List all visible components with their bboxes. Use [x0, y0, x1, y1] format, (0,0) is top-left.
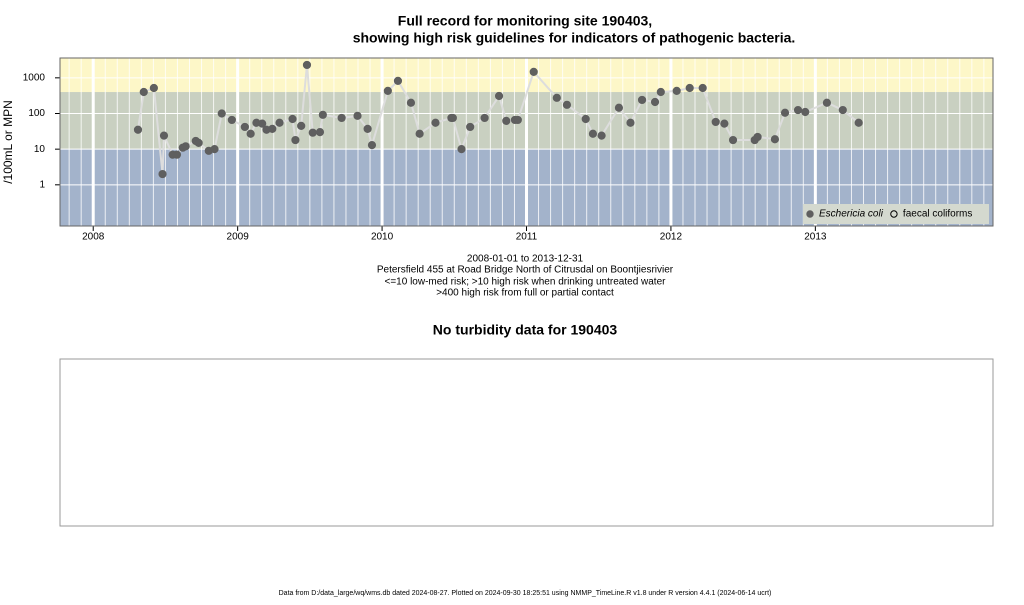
data-point: [308, 128, 317, 137]
data-point: [448, 113, 457, 123]
data-point: [753, 132, 762, 142]
data-point: [513, 115, 522, 125]
note: <=10 low-med risk; >10 high risk when dr…: [385, 277, 667, 288]
data-point: [159, 131, 169, 140]
data-point: [275, 118, 284, 127]
empty-panel: [59, 358, 994, 527]
data-point: [457, 145, 466, 154]
chart-title: No turbidity data for 190403: [433, 322, 618, 338]
data-point: [246, 129, 255, 138]
legend-box: [803, 204, 989, 224]
data-point: [529, 67, 538, 76]
legend-marker: [806, 210, 814, 218]
data-point: [780, 108, 790, 117]
legend-label: Eschericia coli: [819, 209, 884, 220]
data-point: [685, 83, 694, 93]
data-point: [406, 98, 416, 107]
data-point: [770, 135, 780, 144]
y-tick-label: 10: [34, 144, 46, 155]
data-point: [337, 113, 346, 123]
legend: Eschericia coli faecal coliforms: [803, 204, 989, 224]
data-point: [217, 109, 226, 118]
data-point: [822, 98, 832, 107]
data-point: [650, 97, 660, 107]
x-tick-label: 2012: [660, 232, 683, 243]
note: Petersfield 455 at Road Bridge North of …: [377, 265, 674, 276]
data-point: [562, 100, 572, 109]
data-point: [597, 131, 606, 140]
plot-frame: [59, 57, 994, 227]
y-tick-label: 1: [39, 179, 45, 190]
y-axis-label: /100mL or MPN: [1, 100, 15, 184]
data-point: [838, 105, 847, 115]
data-point: [793, 105, 803, 115]
data-point: [801, 107, 810, 117]
data-point: [581, 114, 590, 124]
y-tick-label: 100: [28, 108, 45, 119]
data-point: [302, 60, 312, 70]
data-point: [367, 140, 377, 150]
data-point: [626, 118, 635, 127]
chart-title: Full record for monitoring site 190403,: [398, 13, 652, 29]
legend-marker: [890, 210, 898, 218]
data-point: [656, 87, 665, 97]
data-point: [728, 135, 738, 145]
data-point: [149, 83, 158, 93]
data-point: [854, 118, 863, 127]
footer: Data from D:/data_large/wq/wms.db dated …: [279, 590, 772, 597]
data-point: [318, 110, 327, 119]
legend-label: faecal coliforms: [903, 209, 972, 220]
data-point: [172, 150, 182, 159]
data-point: [720, 119, 729, 128]
data-point: [288, 114, 297, 124]
data-point: [494, 91, 504, 101]
data-point: [552, 93, 561, 102]
data-point: [181, 142, 190, 151]
data-point: [291, 135, 300, 145]
x-tick-label: 2010: [371, 232, 394, 243]
data-point: [210, 145, 219, 154]
data-point: [588, 129, 598, 138]
data-point: [133, 125, 143, 134]
data-point: [415, 129, 424, 138]
data-point: [363, 124, 372, 133]
data-point: [383, 86, 392, 96]
data-point: [393, 76, 403, 86]
data-point: [614, 103, 624, 112]
data-point: [698, 83, 707, 93]
x-tick-label: 2008: [82, 232, 105, 243]
data-point: [431, 118, 440, 127]
data-point: [353, 111, 362, 120]
data-point: [268, 124, 277, 133]
data-point: [158, 169, 167, 179]
data-point: [502, 116, 511, 126]
data-point: [139, 87, 148, 97]
data-point: [711, 117, 720, 127]
chart-title: showing high risk guidelines for indicat…: [353, 30, 796, 46]
data-point: [297, 121, 306, 130]
x-tick-label: 2009: [227, 232, 250, 243]
x-tick-label: 2013: [804, 232, 827, 243]
data-point: [258, 119, 267, 128]
data-point: [240, 122, 249, 132]
data-point: [227, 115, 236, 125]
x-tick-label: 2011: [516, 232, 538, 243]
data-point: [637, 95, 647, 105]
note: >400 high risk from full or partial cont…: [436, 288, 614, 299]
note: 2008-01-01 to 2013-12-31: [467, 254, 584, 265]
data-point: [315, 128, 325, 137]
data-point: [466, 122, 475, 132]
data-point: [480, 113, 489, 123]
y-tick-label: 1000: [23, 72, 46, 83]
data-point: [672, 86, 681, 96]
data-point: [194, 138, 203, 147]
